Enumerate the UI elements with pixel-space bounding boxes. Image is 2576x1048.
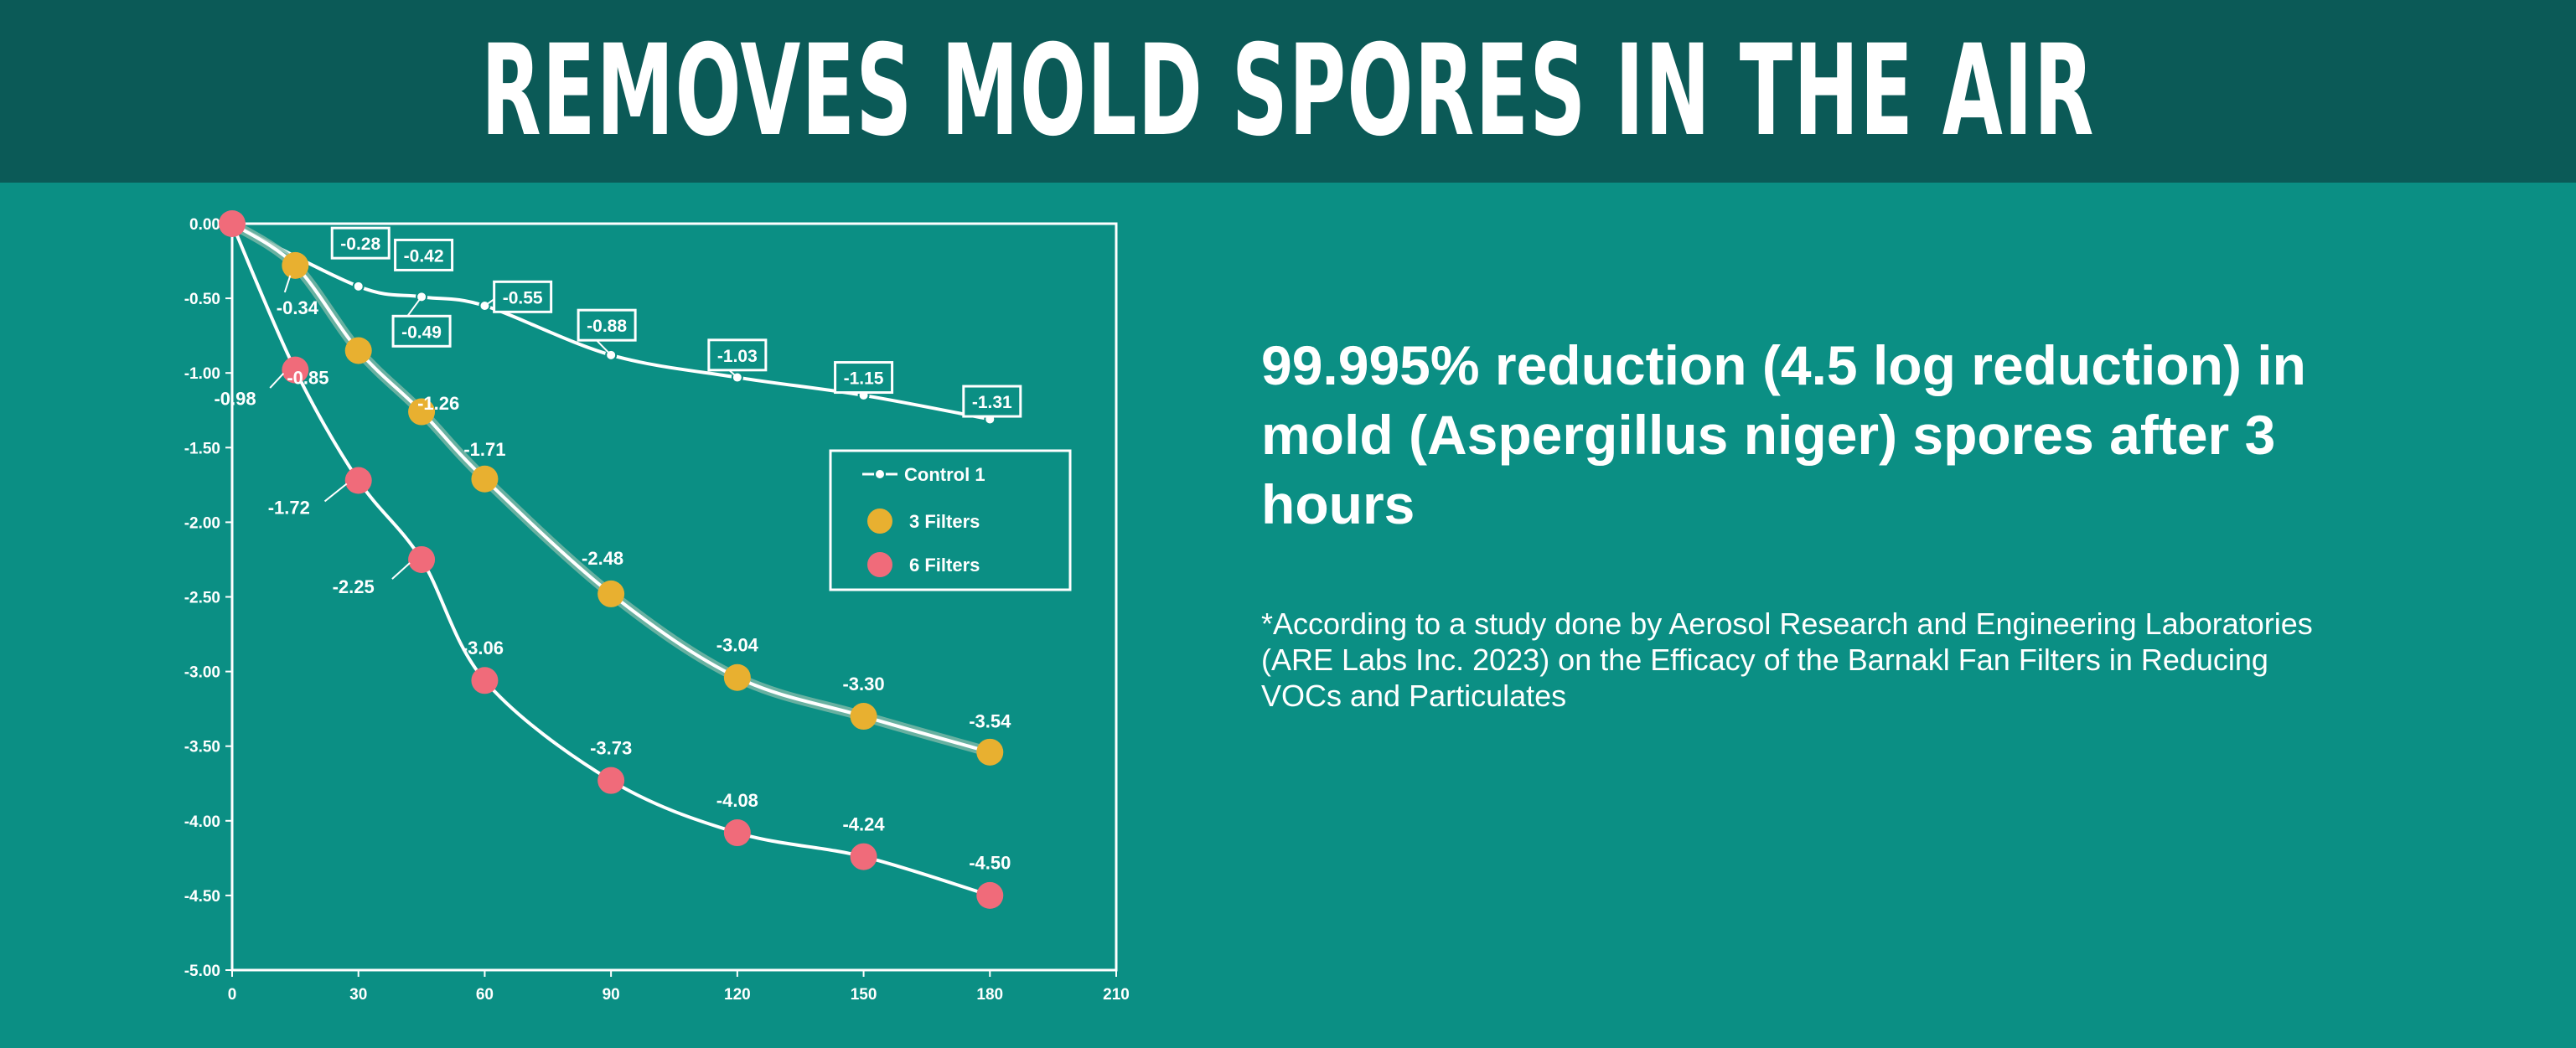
x-tick-label: 180 [976, 986, 1003, 1004]
three-filters-point [723, 663, 751, 691]
three-filters-data-label: -2.48 [582, 548, 623, 569]
control-data-label-box [962, 385, 1022, 418]
three-filters-label-leader [283, 275, 292, 293]
control-data-label-box [330, 226, 391, 260]
six-filters-data-label: -3.73 [590, 737, 632, 758]
control-data-label: -0.49 [401, 323, 442, 342]
x-tick-label: 0 [228, 986, 237, 1004]
legend-three-filters-marker [867, 509, 892, 534]
title-banner: REMOVES MOLD SPORES IN THE AIR [0, 0, 2576, 183]
six-filters-point [597, 767, 625, 794]
three-filters-data-label: -3.54 [969, 710, 1011, 731]
legend-control-label: Control 1 [904, 464, 985, 485]
control-data-label: -0.55 [503, 288, 543, 307]
three-filters-point [597, 580, 625, 607]
six-filters-label-leader [323, 483, 348, 503]
x-tick-label: 60 [476, 986, 494, 1004]
six-filters-data-label: -2.25 [333, 576, 375, 597]
legend-three-filters-label: 3 Filters [909, 511, 980, 532]
control-data-label-box [493, 280, 553, 313]
x-tick-label: 210 [1103, 986, 1130, 1004]
six-filters-point [408, 545, 436, 573]
x-tick-label: 90 [603, 986, 620, 1004]
three-filters-point [976, 738, 1004, 766]
control-data-label: -1.31 [972, 393, 1012, 412]
three-filters-data-label: -3.30 [842, 674, 884, 694]
six-filters-label-leader [391, 562, 411, 580]
control-data-label: -0.42 [404, 246, 444, 266]
legend-six-filters-label: 6 Filters [909, 555, 980, 576]
control-data-label-box [707, 338, 768, 372]
three-filters-series-line [230, 222, 992, 754]
six-filters-point [471, 667, 499, 694]
x-tick-label: 120 [724, 986, 751, 1004]
three-filters-point [344, 337, 372, 364]
y-tick-label: -1.00 [184, 365, 220, 383]
six-filters-point [282, 356, 309, 384]
control-point [352, 280, 365, 292]
y-tick-label: -2.00 [184, 514, 220, 532]
y-tick-label: -4.00 [184, 813, 220, 831]
six-filters-point [219, 210, 246, 237]
six-filters-label-leader [269, 372, 285, 389]
six-filters-data-label: -4.50 [969, 853, 1011, 874]
control-data-label: -1.15 [844, 369, 884, 389]
x-tick-label: 30 [349, 986, 367, 1004]
three-filters-data-label: -0.34 [277, 297, 319, 318]
three-filters-point [282, 251, 309, 279]
control-data-label-box [391, 314, 452, 348]
three-filters-point [850, 703, 877, 731]
control-data-label: -0.28 [340, 235, 380, 254]
legend-control-marker [874, 468, 886, 480]
headline-text: 99.995% reduction (4.5 log reduction) in… [1261, 334, 2306, 535]
y-tick-label: -4.50 [184, 888, 220, 906]
y-tick-label: -0.50 [184, 291, 220, 308]
three-filters-data-label: -0.85 [287, 368, 328, 389]
control-data-label-box [394, 238, 454, 271]
control-data-label: -0.88 [587, 317, 627, 336]
three-filters-data-label: -3.04 [716, 635, 759, 656]
y-tick-label: 0.00 [189, 216, 220, 234]
six-filters-point [723, 819, 751, 847]
control-data-label-box [834, 361, 894, 395]
legend-six-filters-marker [867, 552, 892, 577]
study-footnote: *According to a study done by Aerosol Re… [1261, 607, 2313, 713]
six-filters-data-label: -4.08 [716, 790, 758, 811]
six-filters-point [344, 467, 372, 494]
y-tick-label: -1.50 [184, 440, 220, 457]
control-data-label: -1.03 [717, 347, 758, 366]
page-title: REMOVES MOLD SPORES IN THE AIR [481, 18, 2095, 164]
six-filters-data-label: -1.72 [268, 498, 310, 519]
mold-reduction-chart: 0.00 -0.50 -1.00 -1.50 -2.00 -2.50 -3.00 -3.50 -… [184, 210, 1130, 1004]
y-tick-label: -3.00 [184, 664, 220, 682]
six-filters-point [850, 843, 877, 870]
six-filters-point [976, 881, 1004, 909]
control-data-label-box [577, 308, 637, 342]
six-filters-data-label: -0.98 [214, 388, 256, 409]
y-tick-label: -5.00 [184, 963, 220, 980]
three-filters-data-label: -1.71 [463, 439, 505, 460]
y-tick-label: -3.50 [184, 739, 220, 756]
y-tick-label: -2.50 [184, 590, 220, 607]
six-filters-data-label: -4.24 [842, 813, 885, 834]
three-filters-point [471, 465, 499, 493]
six-filters-data-label: -3.06 [462, 638, 504, 658]
three-filters-point [408, 398, 436, 426]
three-filters-data-label: -1.26 [417, 393, 459, 414]
x-tick-label: 150 [851, 986, 877, 1004]
